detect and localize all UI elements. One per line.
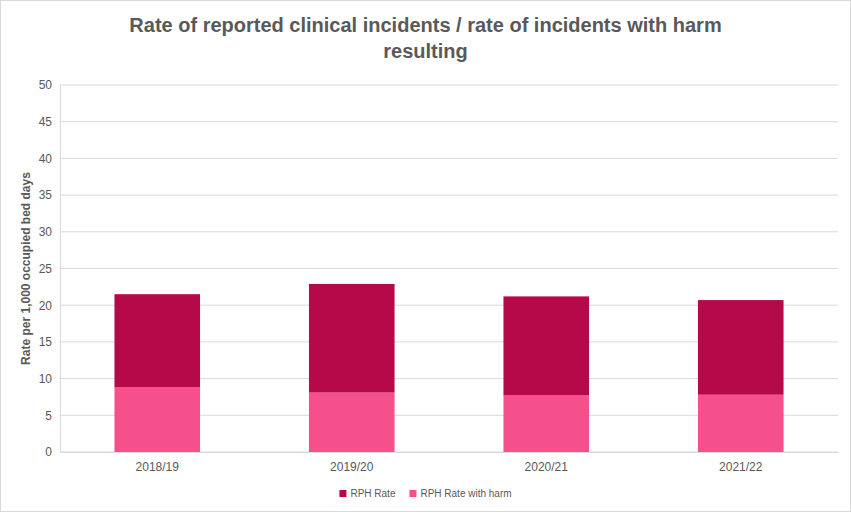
y-tick-label: 50 [39,78,53,92]
y-tick: 50 [39,78,60,92]
bars [114,284,783,452]
grid-line [60,195,838,196]
y-tick-label: 35 [39,188,53,202]
bar [114,294,200,387]
y-tick-label: 5 [45,409,52,423]
x-tick: 2018/19 [136,452,180,474]
bar [114,387,200,452]
legend-swatch [339,490,346,497]
x-tick-label: 2018/19 [136,460,180,474]
legend-label: RPH Rate [350,488,395,499]
bar [309,284,395,393]
x-axis-line [61,452,839,453]
y-tick-label: 20 [39,299,53,313]
y-tick: 25 [39,262,60,276]
y-axis-line [60,86,61,453]
y-tick: 10 [39,372,60,386]
y-tick-label: 0 [45,445,52,459]
y-tick-label: 25 [39,262,53,276]
legend-label: RPH Rate with harm [420,488,511,499]
legend-item: RPH Rate [339,488,395,499]
x-tick-label: 2019/20 [330,460,374,474]
y-axis-title: Rate per 1,000 occupied bed days [19,172,33,365]
y-tick: 0 [45,445,60,459]
y-tick-label: 10 [39,372,53,386]
y-tick: 30 [39,225,60,239]
x-tick: 2020/21 [525,452,569,474]
grid-line [60,85,838,86]
x-tick: 2019/20 [330,452,374,474]
grid-line [60,268,838,269]
x-tick-label: 2021/22 [719,460,763,474]
legend: RPH Rate RPH Rate with harm [339,488,511,499]
y-tick-label: 30 [39,225,53,239]
legend-swatch [409,490,416,497]
y-tick: 45 [39,115,60,129]
y-tick-label: 15 [39,335,53,349]
bar [698,300,784,395]
y-tick: 20 [39,299,60,313]
bar [698,395,784,452]
y-tick: 35 [39,188,60,202]
bar [309,393,395,452]
bar [503,395,589,452]
y-tick: 40 [39,152,60,166]
y-tick: 15 [39,335,60,349]
chart-frame [1,1,851,512]
legend-item: RPH Rate with harm [409,488,511,499]
y-tick-label: 45 [39,115,53,129]
x-tick: 2021/22 [719,452,763,474]
chart: Rate of reported clinical incidents / ra… [0,0,851,512]
y-tick-label: 40 [39,152,53,166]
title: Rate of reported clinical incidents / ra… [129,14,721,62]
grid-line [60,121,838,122]
y-tick: 5 [45,409,60,423]
bar [503,296,589,395]
grid-line [60,158,838,159]
grid-line [60,231,838,232]
x-tick-label: 2020/21 [525,460,569,474]
